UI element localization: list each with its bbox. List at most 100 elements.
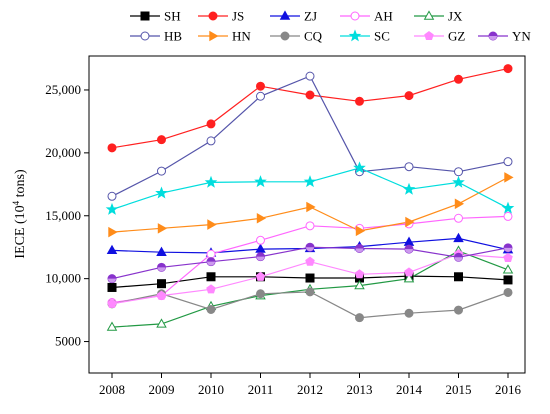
- legend-item-sh: SH: [130, 9, 181, 24]
- point-zj: [156, 246, 167, 256]
- point-sh: [454, 272, 463, 282]
- point-sc: [204, 175, 218, 188]
- point-yn: [206, 257, 216, 267]
- point-jx: [156, 318, 167, 328]
- legend-item-sc: SC: [340, 29, 390, 44]
- point-hn: [207, 219, 217, 230]
- point-js: [256, 81, 265, 91]
- point-jx: [354, 279, 365, 290]
- legend-item-jx: JX: [414, 9, 463, 24]
- point-jx: [106, 321, 118, 331]
- point-ah: [256, 235, 265, 245]
- point-hn: [355, 225, 366, 237]
- point-gz: [404, 267, 414, 277]
- point-yn: [256, 252, 265, 262]
- point-zj: [453, 232, 464, 243]
- point-gz: [156, 290, 167, 300]
- series-line-sc: [111, 167, 509, 211]
- point-ah: [305, 221, 315, 231]
- legend-marker-ah: [350, 11, 360, 21]
- point-gz: [503, 252, 513, 262]
- point-sc: [254, 175, 267, 188]
- legend-label: HB: [164, 29, 182, 44]
- legend-marker-js: [208, 11, 218, 21]
- point-yn: [454, 252, 463, 262]
- point-sh: [157, 279, 166, 289]
- point-cq: [454, 305, 463, 315]
- legend-item-ah: AH: [340, 9, 393, 24]
- y-tick-label: 25,000: [45, 82, 81, 97]
- point-hb: [454, 167, 463, 177]
- point-hb: [107, 191, 117, 201]
- point-cq: [404, 308, 414, 318]
- legend-marker-sh: [140, 11, 150, 21]
- point-gz: [206, 284, 216, 294]
- point-sc: [303, 175, 317, 188]
- legend-item-js: JS: [198, 9, 244, 24]
- point-sh: [206, 272, 216, 282]
- legend-marker-hn: [209, 30, 219, 42]
- legend-label: SH: [164, 9, 181, 24]
- point-ah: [503, 211, 513, 221]
- plot-frame: [88, 55, 526, 374]
- point-hb: [503, 157, 513, 167]
- point-cq: [305, 287, 315, 297]
- point-sc: [402, 182, 416, 195]
- point-sc: [501, 201, 515, 214]
- point-js: [206, 119, 216, 129]
- point-cq: [206, 304, 216, 314]
- legend-item-hb: HB: [130, 29, 182, 44]
- point-yn: [503, 243, 513, 253]
- point-ah: [206, 249, 216, 259]
- point-hn: [306, 201, 316, 213]
- legend-marker-hb: [140, 31, 150, 41]
- point-zj: [255, 243, 266, 253]
- point-hb: [206, 136, 216, 146]
- legend-label: CQ: [304, 29, 323, 44]
- x-tick-label: 2010: [198, 382, 224, 397]
- point-yn: [305, 242, 315, 252]
- legend-item-yn: YN: [478, 29, 531, 44]
- point-jx: [403, 273, 415, 283]
- x-tick-label: 2008: [99, 382, 125, 397]
- point-js: [355, 96, 364, 106]
- legend-item-hn: HN: [198, 29, 251, 44]
- point-hb: [157, 166, 166, 176]
- legend-label: HN: [232, 29, 251, 44]
- legend: SH JS ZJ AH JX HB HN CQ SC GZ YN: [130, 9, 531, 44]
- axes: 5000 10,000 15,000 20,000 25,000 2008 2009 2010…: [45, 82, 521, 397]
- point-gz: [107, 298, 117, 308]
- point-zj: [106, 244, 118, 255]
- point-js: [157, 135, 166, 145]
- point-yn: [107, 274, 117, 284]
- legend-marker-cq: [280, 31, 290, 41]
- point-yn: [355, 243, 364, 253]
- point-js: [305, 90, 315, 100]
- legend-label: AH: [374, 9, 393, 24]
- y-tick-label: 10,000: [45, 271, 81, 286]
- point-gz: [305, 256, 315, 266]
- point-gz: [255, 271, 266, 281]
- legend-label: GZ: [448, 29, 465, 44]
- point-hb: [404, 162, 414, 172]
- point-hn: [108, 226, 118, 238]
- point-yn: [157, 262, 166, 272]
- legend-marker-sc: [348, 29, 362, 42]
- point-js: [107, 143, 117, 153]
- point-sc: [105, 202, 119, 215]
- x-tick-label: 2013: [347, 382, 373, 397]
- legend-item-gz: GZ: [414, 29, 465, 44]
- point-hb: [305, 71, 315, 81]
- point-cq: [503, 287, 513, 297]
- point-cq: [256, 289, 265, 299]
- point-gz: [354, 269, 365, 279]
- x-tick-label: 2014: [396, 382, 423, 397]
- point-sc: [452, 175, 465, 188]
- legend-label: JS: [232, 9, 244, 24]
- legend-marker-gz: [424, 30, 434, 41]
- legend-label: YN: [512, 29, 531, 44]
- point-hn: [454, 198, 465, 210]
- x-tick-label: 2011: [248, 382, 274, 397]
- y-tick-label: 20,000: [45, 145, 81, 160]
- point-hn: [405, 216, 415, 228]
